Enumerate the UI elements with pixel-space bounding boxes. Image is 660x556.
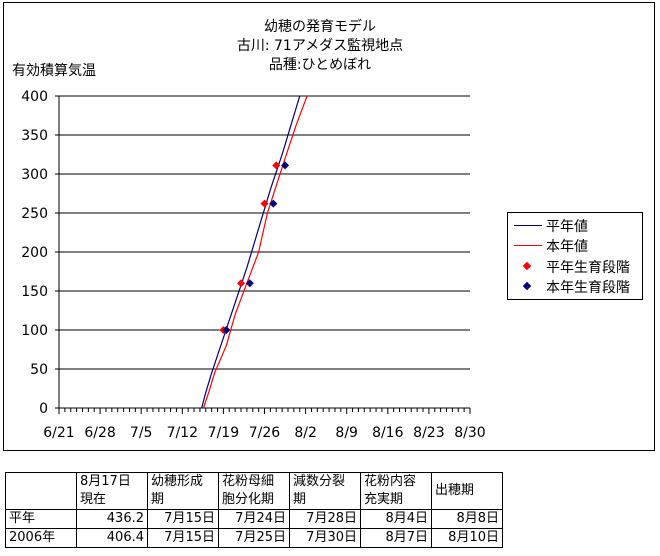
stage-marker [245,279,254,288]
x-tick-label: 8/9 [335,425,358,441]
legend-item-heinen-marker: 平年生育段階 [514,257,630,277]
x-tick-label: 7/26 [249,425,281,441]
y-tick-label: 400 [21,89,48,105]
stage-marker [269,199,278,208]
y-tick-label: 150 [21,284,48,300]
stage-marker [222,326,231,334]
chart-legend: 平年値 本年値 平年生育段階 本年生育段階 [507,212,643,300]
x-tick-label: 7/19 [208,425,239,441]
y-tick-label: 350 [21,128,48,144]
row-label: 平年 [5,509,77,529]
legend-item-honnen-marker: 本年生育段階 [514,277,630,297]
table-header-cell: 出穂期 [431,472,503,510]
x-tick-label: 7/12 [167,425,198,441]
line-swatch-icon [514,216,542,236]
legend-label: 平年生育段階 [546,260,630,276]
chart-title-line-2: 古川: 71アメダス監視地点 [236,38,404,54]
diamond-marker-icon [514,277,542,297]
y-tick-label: 200 [21,245,48,261]
series-line-0 [201,96,301,408]
table-cell: 8月10日 [431,528,503,548]
y-axis-label: 有効積算気温 [12,63,96,79]
stage-marker [281,161,290,170]
series-line-1 [202,96,308,408]
x-tick-label: 8/30 [454,425,485,441]
table-cell: 7月15日 [147,509,219,529]
table-header-row: 8月17日 現在 幼穂形成期 花粉母細 胞分化期 減数分裂期 花粉内容 充実期 出穂期 [5,472,503,510]
x-tick-label: 8/23 [413,425,444,441]
table-cell: 406.4 [76,528,148,548]
table-header-cell: 花粉母細 胞分化期 [218,472,290,510]
table-cell: 7月30日 [289,528,361,548]
table-cell: 8月7日 [360,528,432,548]
chart-plot: 0 50 100 150 200 250 300 350 400 6/21 6/28 7/5 7/12 7… [21,89,485,441]
stage-marker [237,279,246,288]
table-header-cell: 減数分裂期 [289,472,361,510]
table-cell: 7月28日 [289,509,361,529]
table-cell: 8月4日 [360,509,432,529]
table-header-cell: 8月17日 現在 [76,472,148,510]
legend-label: 本年生育段階 [546,280,630,296]
table-cell: 8月8日 [431,509,503,529]
x-tick-label: 8/2 [294,425,317,441]
table-cell: 7月24日 [218,509,290,529]
legend-label: 本年値 [546,239,588,255]
y-tick-label: 250 [21,206,48,222]
line-swatch-icon [514,236,542,256]
table-corner-cell [5,472,77,510]
x-tick-label: 6/21 [43,425,74,441]
table-header-cell: 幼穂形成期 [147,472,219,510]
x-tick-label: 6/28 [84,425,115,441]
chart-title-line-1: 幼穂の発育モデル [264,19,376,35]
x-tick-label: 7/5 [130,425,153,441]
legend-item-honnen-line: 本年値 [514,236,588,256]
diamond-marker-icon [514,257,542,277]
y-tick-label: 0 [39,401,48,417]
y-tick-label: 50 [30,362,48,378]
growth-stage-table: 8月17日 現在 幼穂形成期 花粉母細 胞分化期 減数分裂期 花粉内容 充実期 出穂期… [5,472,503,548]
table-row: 2006年 406.4 7月15日 7月25日 7月30日 8月7日 8月10日 [5,528,503,548]
table-cell: 436.2 [76,509,148,529]
y-tick-label: 100 [21,323,48,339]
row-label: 2006年 [5,528,77,548]
chart-title: 幼穂の発育モデル 古川: 71アメダス監視地点 品種:ひとめぼれ [150,18,490,75]
stage-marker [260,199,269,208]
table-row: 平年 436.2 7月15日 7月24日 7月28日 8月4日 8月8日 [5,509,503,529]
table-cell: 7月15日 [147,528,219,548]
table-header-cell: 花粉内容 充実期 [360,472,432,510]
stage-marker [272,161,281,170]
chart-title-line-3: 品種:ひとめぼれ [268,57,372,73]
x-tick-label: 8/16 [372,425,404,441]
legend-item-heinen-line: 平年値 [514,216,588,236]
legend-label: 平年値 [546,219,588,235]
y-tick-label: 300 [21,167,48,183]
table-cell: 7月25日 [218,528,290,548]
